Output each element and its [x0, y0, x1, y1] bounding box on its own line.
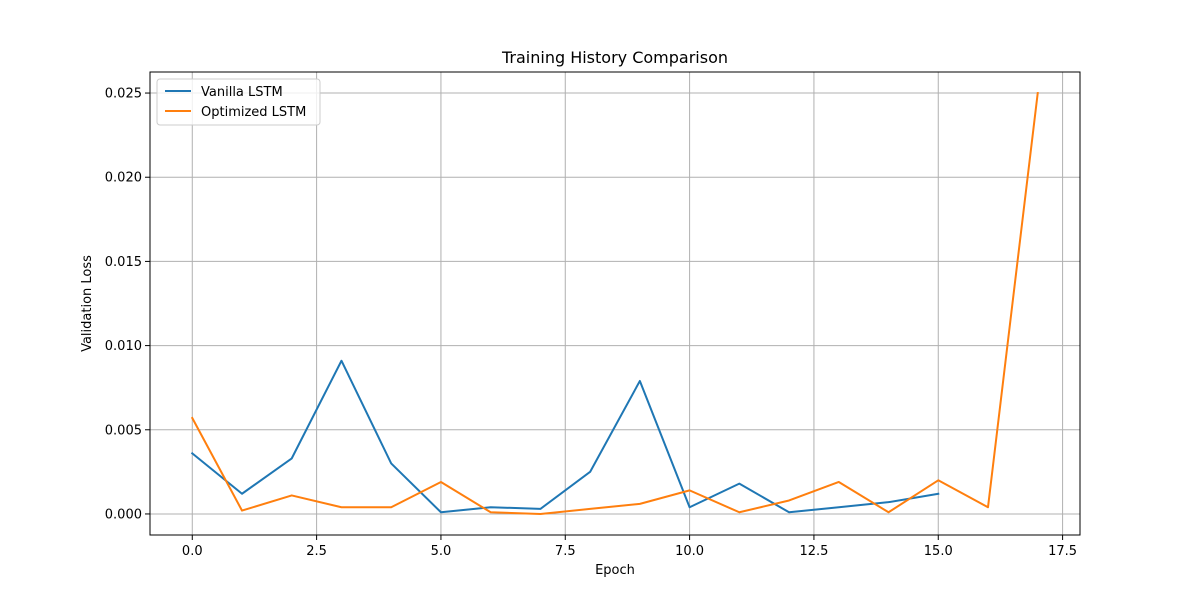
- legend-label-optimized: Optimized LSTM: [201, 105, 306, 120]
- y-tick-label: 0.025: [105, 87, 142, 102]
- y-axis-label: Validation Loss: [80, 255, 95, 352]
- grid-layer: [150, 72, 1080, 535]
- x-tick-label: 5.0: [431, 544, 452, 559]
- y-tick-label: 0.015: [105, 255, 142, 270]
- x-tick-label: 15.0: [924, 544, 953, 559]
- x-tick-label: 0.0: [182, 544, 203, 559]
- series-line-vanilla-lstm: [190, 359, 940, 514]
- y-tick-label: 0.020: [105, 171, 142, 186]
- plot-frame: [149, 71, 1081, 536]
- legend-label-vanilla: Vanilla LSTM: [201, 85, 283, 100]
- x-tick-label: 17.5: [1048, 544, 1077, 559]
- x-tick-label: 12.5: [799, 544, 828, 559]
- tick-layer: 0.0 2.5 5.0 7.5 10.0 12.5 15.0 17.5 0.000 0.005 0.…: [105, 87, 1077, 559]
- legend-box: [156, 78, 321, 126]
- y-tick-label: 0.005: [105, 423, 142, 438]
- series-layer: [190, 91, 1039, 515]
- y-tick-label: 0.010: [105, 339, 142, 354]
- chart-title: Training History Comparison: [501, 48, 728, 67]
- x-tick-label: 7.5: [555, 544, 576, 559]
- x-tick-label: 10.0: [675, 544, 704, 559]
- y-tick-label: 0.000: [105, 507, 142, 522]
- series-line-optimized-lstm: [190, 91, 1039, 515]
- x-axis-label: Epoch: [595, 563, 635, 578]
- legend: Vanilla LSTM Optimized LSTM: [156, 78, 321, 126]
- x-tick-label: 2.5: [306, 544, 327, 559]
